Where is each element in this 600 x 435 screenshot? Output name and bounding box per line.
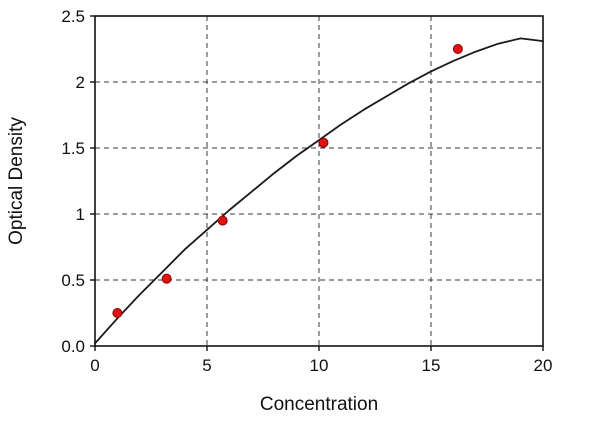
data-point <box>318 137 329 148</box>
data-point <box>452 44 463 54</box>
data-point <box>112 308 123 318</box>
x-axis-title: Concentration <box>260 394 378 415</box>
y-tick-label: 2.5 <box>61 7 85 26</box>
y-tick-label: 1.5 <box>61 139 85 158</box>
x-tick-label: 10 <box>310 356 329 375</box>
x-tick-label: 0 <box>90 356 99 375</box>
data-point <box>217 215 228 226</box>
x-tick-label: 15 <box>422 356 441 375</box>
plot-area: 0 5 10 15 20 0.0 0.5 1 1.5 2 2.5 <box>61 7 552 375</box>
y-tick-label: 0.5 <box>61 271 85 290</box>
y-tick-label: 1 <box>76 205 85 224</box>
data-point <box>161 273 172 284</box>
x-tick-label: 5 <box>202 356 211 375</box>
y-tick-label: 0.0 <box>61 337 85 356</box>
y-tick-label: 2 <box>76 73 85 92</box>
x-tick-label: 20 <box>534 356 553 375</box>
y-axis-title: Optical Density <box>6 117 27 245</box>
fit-curve <box>94 37 544 345</box>
